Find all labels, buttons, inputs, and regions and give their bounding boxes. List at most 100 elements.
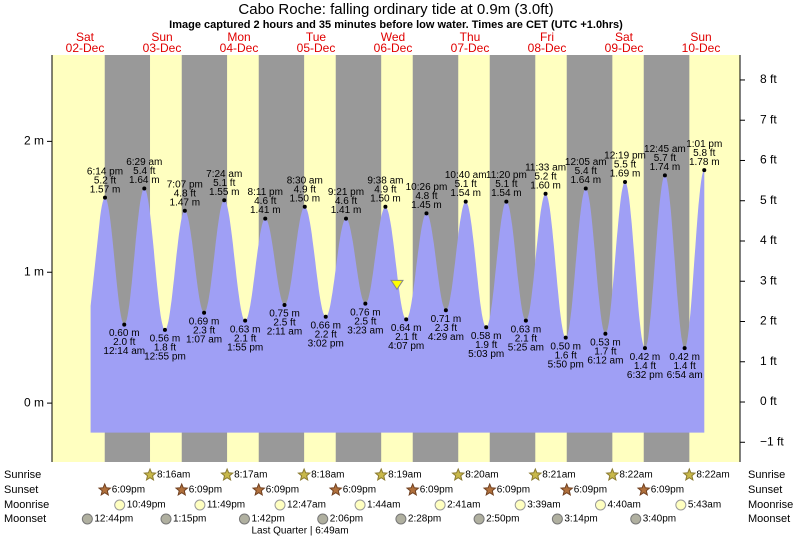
row-time: 3:40pm: [643, 514, 676, 525]
row-time: 3:14pm: [564, 514, 597, 525]
tide-label: 3:02 pm: [308, 338, 344, 349]
day-name: Sun: [151, 30, 172, 44]
row-time: 2:06pm: [330, 514, 363, 525]
tide-label: 1.78 m: [689, 157, 720, 168]
tide-label: 2.2 ft: [315, 329, 337, 340]
tide-label: 1.57 m: [90, 184, 121, 195]
tide-label: 1.4 ft: [674, 361, 696, 372]
tide-label: 1.45 m: [411, 200, 442, 211]
row-time: 12:47am: [287, 500, 326, 511]
tide-label: 0.42 m: [669, 352, 700, 363]
tide-label: 4.6 ft: [335, 196, 357, 207]
row-label-right: Sunset: [748, 484, 782, 496]
tide-label: 5:03 pm: [468, 349, 504, 360]
row-label: Sunrise: [4, 469, 41, 481]
row-time: 10:49pm: [127, 500, 166, 511]
tide-label: 5.4 ft: [133, 166, 155, 177]
tide-label: 2:11 am: [267, 327, 302, 338]
tide-label: 1:55 pm: [227, 342, 263, 353]
moonrise-icon: [594, 499, 606, 511]
y2-tick-label: 7 ft: [760, 112, 777, 126]
row-label-right: Moonset: [748, 513, 790, 525]
tide-label: 5.5 ft: [614, 160, 636, 171]
tide-label: 1.74 m: [650, 162, 681, 173]
tide-label: 2.3 ft: [435, 323, 457, 334]
tide-label: 2.0 ft: [113, 337, 135, 348]
row-time: 6:09pm: [343, 485, 376, 496]
tide-label: 6:14 pm: [87, 166, 123, 177]
day-date: 03-Dec: [143, 41, 182, 55]
tide-label: 2.5 ft: [273, 318, 295, 329]
tide-point: [343, 216, 348, 221]
tide-point: [182, 208, 187, 213]
chart-subtitle: Image captured 2 hours and 35 minutes be…: [169, 19, 623, 31]
y2-tick-label: 6 ft: [760, 153, 777, 167]
moon-phase: Last Quarter | 6:49am: [251, 526, 348, 537]
tide-label: 5.2 ft: [94, 175, 116, 186]
row-time: 1:42pm: [251, 514, 284, 525]
sunrise-icon: [220, 467, 235, 481]
sunset-icon: [174, 482, 189, 496]
row-time: 8:16am: [157, 470, 190, 481]
tide-label: 4.8 ft: [174, 188, 196, 199]
tide-label: 2.1 ft: [234, 333, 256, 344]
y2-tick-label: 2 ft: [760, 314, 777, 328]
sunrise-icon: [374, 467, 389, 481]
moonset-icon: [551, 513, 563, 525]
y-tick-label: 0 m: [24, 395, 44, 409]
tide-label: 5.2 ft: [534, 171, 556, 182]
tide-label: 0.64 m: [391, 323, 422, 334]
tide-label: 5.1 ft: [213, 178, 235, 189]
sunrise-icon: [451, 467, 466, 481]
tide-label: 1.8 ft: [154, 342, 176, 353]
tide-point: [642, 346, 647, 351]
day-name: Thu: [460, 30, 481, 44]
row-time: 8:22am: [619, 470, 652, 481]
sunrise-icon: [297, 467, 312, 481]
tide-point: [243, 318, 248, 323]
tide-point: [202, 310, 207, 315]
tide-label: 0.50 m: [550, 341, 581, 352]
tide-label: 2.3 ft: [193, 325, 215, 336]
tide-label: 6:12 am: [587, 355, 623, 366]
tide-label: 1.9 ft: [475, 340, 497, 351]
day-date: 06-Dec: [374, 41, 413, 55]
tide-label: 1.41 m: [331, 205, 362, 216]
tide-label: 1.54 m: [450, 188, 481, 199]
tide-label: 1.7 ft: [594, 346, 616, 357]
tide-point: [383, 204, 388, 209]
tide-label: 1.60 m: [530, 180, 561, 191]
y-tick-label: 2 m: [24, 134, 44, 148]
tide-label: 0.60 m: [109, 328, 140, 339]
moonset-icon: [317, 513, 329, 525]
tide-point: [424, 211, 429, 216]
moonrise-icon: [514, 499, 526, 511]
row-time: 6:09pm: [189, 485, 222, 496]
day-date: 07-Dec: [451, 41, 490, 55]
tide-point: [323, 314, 328, 319]
tide-label: 5:50 pm: [548, 359, 584, 370]
tide-label: 3:23 am: [347, 325, 383, 336]
tide-label: 5.7 ft: [654, 153, 676, 164]
moonrise-icon: [675, 499, 687, 511]
tide-label: 2.1 ft: [515, 333, 537, 344]
tide-label: 1.47 m: [170, 197, 201, 208]
moonrise-icon: [194, 499, 206, 511]
tide-label: 1.50 m: [289, 193, 320, 204]
tide-point: [484, 325, 489, 330]
tide-point: [102, 195, 107, 200]
row-time: 8:21am: [542, 470, 575, 481]
plot: [90, 170, 705, 433]
row-time: 1:15pm: [173, 514, 206, 525]
row-time: 8:17am: [234, 470, 267, 481]
row-time: 8:20am: [465, 470, 498, 481]
sunset-icon: [328, 482, 343, 496]
row-time: 11:49pm: [207, 500, 245, 511]
row-label: Sunset: [4, 484, 38, 496]
day-name: Mon: [227, 30, 250, 44]
row-time: 6:09pm: [651, 485, 684, 496]
tide-label: 6:32 pm: [627, 370, 663, 381]
row-label: Moonset: [4, 513, 46, 525]
sunset-icon: [97, 482, 112, 496]
